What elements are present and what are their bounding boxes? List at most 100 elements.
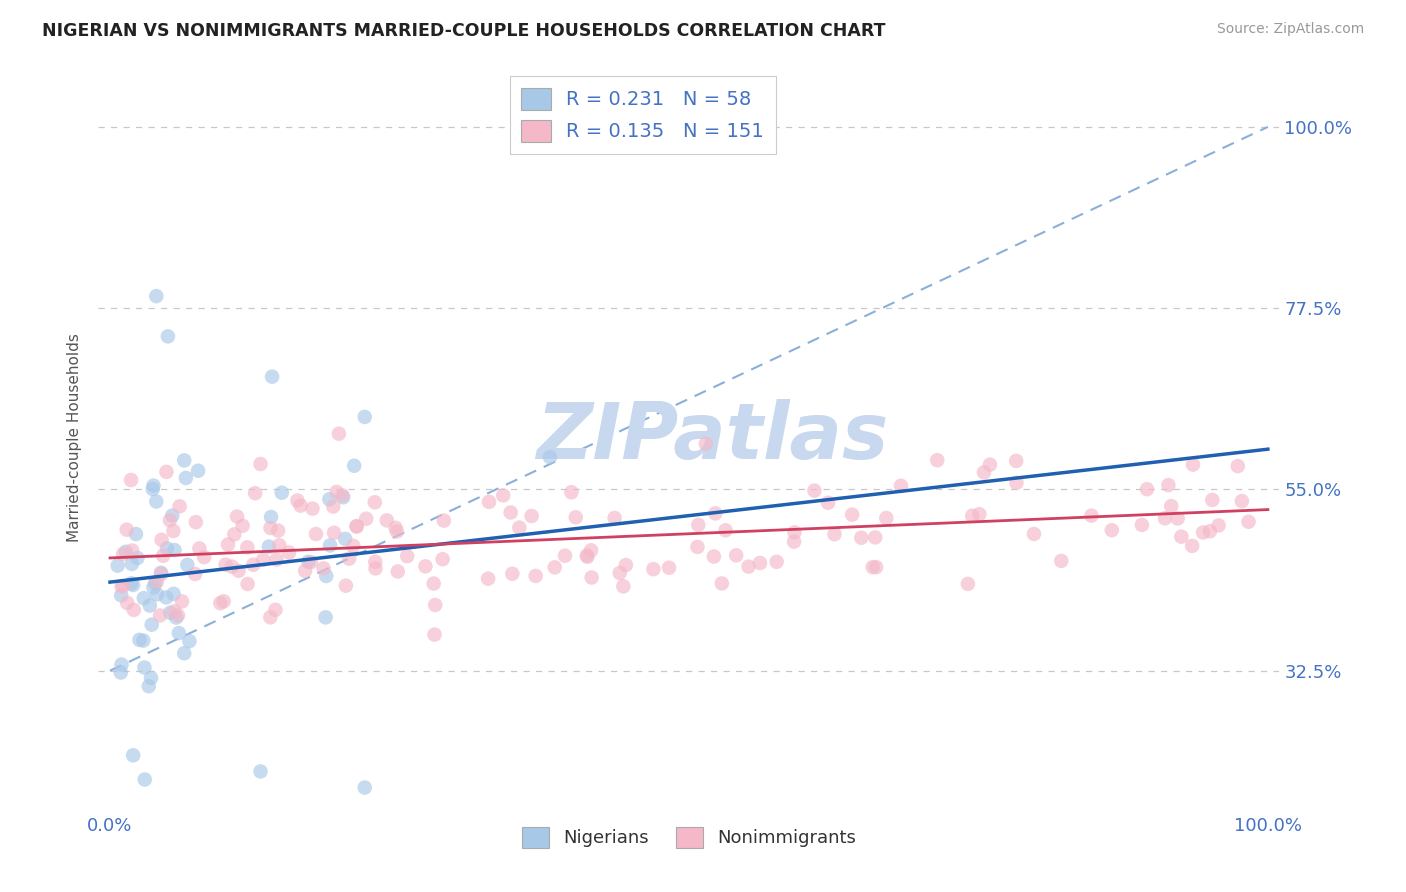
Point (346, 519, 368, 533)
Point (396, 549, 419, 563)
Point (1208, 518, 1230, 533)
Point (232, 518, 254, 533)
Point (841, 508, 863, 522)
Point (612, 579, 634, 593)
Point (142, 478, 165, 492)
Point (803, 483, 825, 498)
Point (122, 748, 145, 763)
Point (343, 458, 366, 473)
Point (149, 608, 172, 623)
Point (138, 679, 160, 693)
Point (121, 557, 143, 571)
Point (384, 521, 406, 535)
Point (312, 561, 335, 575)
Point (1181, 458, 1204, 472)
Point (112, 547, 135, 561)
Point (297, 555, 319, 569)
Point (156, 329, 179, 343)
Point (242, 558, 264, 572)
Point (179, 634, 201, 648)
Point (259, 521, 281, 535)
Point (114, 545, 136, 559)
Point (127, 551, 149, 566)
Point (318, 492, 340, 507)
Point (423, 627, 446, 641)
Point (332, 490, 354, 504)
Point (603, 511, 626, 525)
Point (1181, 539, 1204, 553)
Legend: Nigerians, Nonimmigrants: Nigerians, Nonimmigrants (515, 820, 863, 855)
Point (1154, 511, 1177, 525)
Point (165, 610, 187, 624)
Point (141, 617, 163, 632)
Point (226, 509, 249, 524)
Point (209, 596, 232, 610)
Point (142, 482, 165, 496)
Point (579, 543, 602, 558)
Point (107, 558, 129, 573)
Point (875, 511, 897, 525)
Point (217, 537, 239, 551)
Point (143, 576, 166, 591)
Point (152, 549, 174, 563)
Point (609, 566, 631, 580)
Point (193, 550, 215, 565)
Point (1237, 515, 1260, 529)
Point (111, 579, 134, 593)
Point (170, 594, 193, 608)
Point (353, 409, 375, 424)
Text: Source: ZipAtlas.com: Source: ZipAtlas.com (1216, 22, 1364, 37)
Point (499, 506, 522, 520)
Point (125, 527, 148, 541)
Point (150, 566, 173, 581)
Point (294, 564, 316, 578)
Point (737, 559, 759, 574)
Point (524, 569, 547, 583)
Point (1230, 494, 1253, 508)
Point (354, 512, 377, 526)
Point (269, 538, 291, 552)
Point (1201, 492, 1223, 507)
Point (749, 556, 772, 570)
Point (433, 514, 456, 528)
Point (323, 525, 346, 540)
Point (262, 369, 284, 384)
Text: ZIPatlas: ZIPatlas (537, 399, 889, 475)
Point (122, 578, 145, 592)
Point (1005, 475, 1028, 490)
Point (576, 549, 599, 564)
Point (110, 665, 132, 680)
Point (169, 500, 191, 514)
Point (560, 485, 582, 500)
Point (319, 538, 342, 552)
Point (564, 510, 586, 524)
Point (695, 437, 717, 451)
Point (1136, 482, 1159, 496)
Point (863, 530, 886, 544)
Point (520, 508, 543, 523)
Point (159, 606, 181, 620)
Point (643, 562, 665, 576)
Point (927, 453, 949, 467)
Point (167, 608, 190, 623)
Point (432, 552, 454, 566)
Point (783, 534, 806, 549)
Point (1101, 523, 1123, 537)
Point (117, 596, 139, 610)
Point (364, 561, 387, 575)
Point (145, 494, 167, 508)
Point (134, 772, 156, 787)
Point (167, 626, 190, 640)
Point (270, 485, 292, 500)
Point (150, 533, 173, 547)
Y-axis label: Married-couple Households: Married-couple Households (67, 333, 83, 541)
Point (342, 539, 364, 553)
Point (146, 587, 169, 601)
Point (187, 464, 209, 478)
Point (155, 465, 177, 479)
Point (817, 496, 839, 510)
Point (315, 610, 337, 624)
Point (287, 493, 309, 508)
Point (658, 560, 681, 574)
Point (508, 520, 530, 534)
